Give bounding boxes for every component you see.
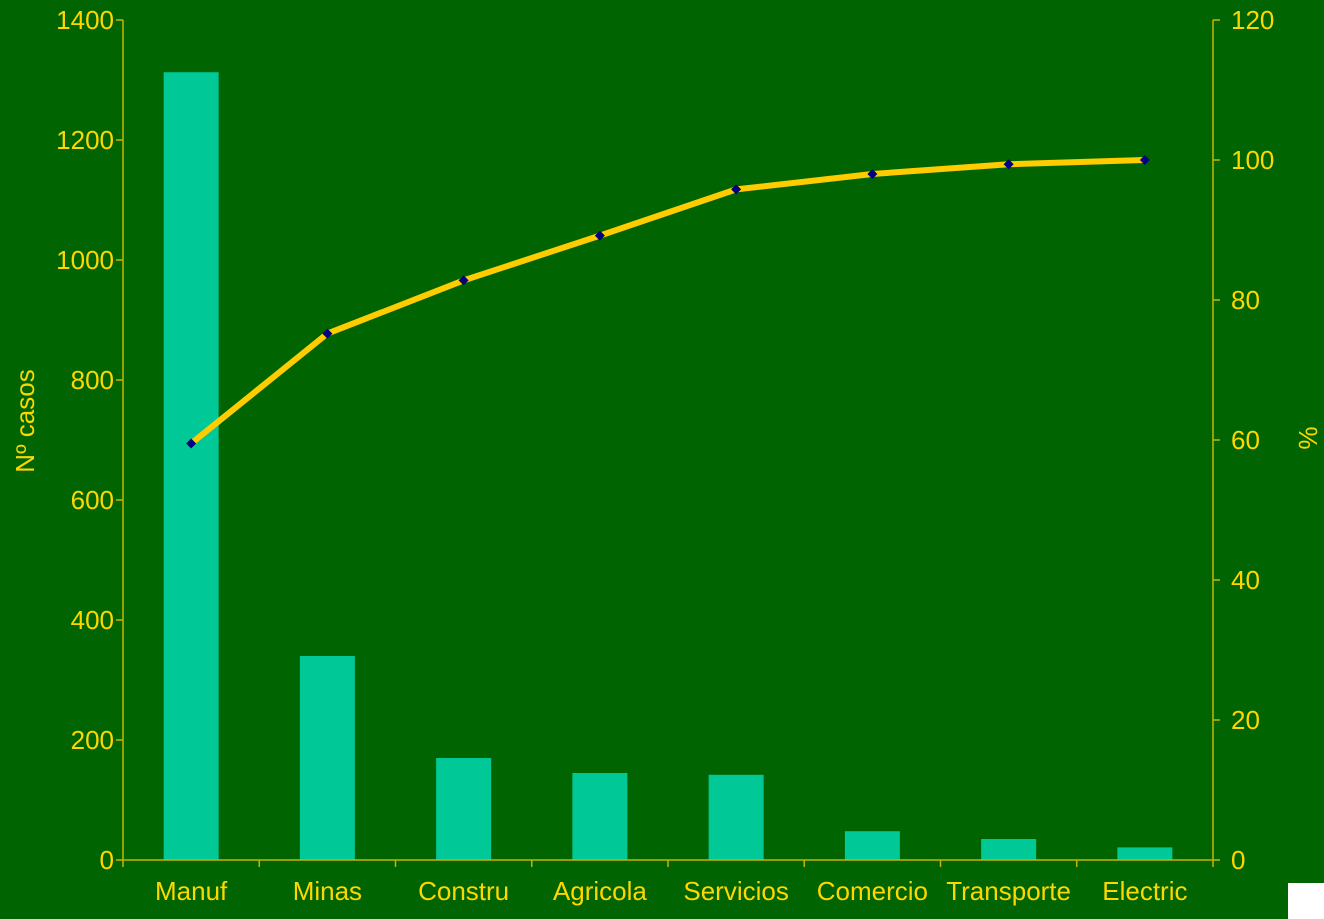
- bar: [299, 656, 355, 860]
- bar: [981, 839, 1037, 860]
- x-tick-label: Manuf: [155, 876, 228, 906]
- y-left-tick-label: 1200: [56, 125, 114, 155]
- line-point: [1003, 159, 1014, 170]
- x-tick-label: Agricola: [553, 876, 647, 906]
- bar: [708, 774, 764, 860]
- bar: [572, 773, 628, 860]
- bar-series: [163, 72, 1173, 860]
- x-tick-label: Comercio: [817, 876, 928, 906]
- line-point: [458, 275, 469, 286]
- y-right-tick-label: 0: [1231, 845, 1245, 875]
- cumulative-line-series: [186, 155, 1150, 449]
- bar: [1117, 847, 1173, 860]
- line-point: [1139, 155, 1150, 165]
- y-left-tick-label: 1000: [56, 245, 114, 275]
- y-left-tick-label: 1400: [56, 5, 114, 35]
- line-point: [731, 184, 742, 195]
- y-right-tick-label: 100: [1231, 145, 1274, 175]
- y-left-tick-label: 800: [71, 365, 114, 395]
- line-point: [322, 328, 333, 339]
- corner-white-box: [1288, 883, 1324, 919]
- axes: 0 200 400 600 800 1000 1200 1400 0 20 40 60 80 100 120…: [56, 5, 1274, 906]
- x-tick-label: Minas: [293, 876, 362, 906]
- cumulative-line: [188, 157, 1148, 447]
- y-left-tick-label: 200: [71, 725, 114, 755]
- x-tick-label: Transporte: [946, 876, 1071, 906]
- x-tick-label: Electric: [1102, 876, 1187, 906]
- line-point: [186, 438, 197, 449]
- bar: [163, 72, 219, 860]
- bar: [436, 758, 492, 860]
- bar: [844, 831, 900, 860]
- y-right-tick-label: 20: [1231, 705, 1260, 735]
- y-right-tick-label: 60: [1231, 425, 1260, 455]
- x-tick-label: Servicios: [683, 876, 788, 906]
- x-tick-label: Constru: [418, 876, 509, 906]
- y-right-tick-label: 80: [1231, 285, 1260, 315]
- y-left-tick-label: 0: [100, 845, 114, 875]
- y-right-axis-title: %: [1293, 426, 1323, 449]
- line-point: [594, 230, 605, 241]
- y-right-tick-label: 40: [1231, 565, 1260, 595]
- y-left-tick-label: 400: [71, 605, 114, 635]
- line-point: [867, 169, 878, 179]
- y-right-tick-label: 120: [1231, 5, 1274, 35]
- y-left-axis-title: Nº casos: [10, 369, 40, 472]
- y-left-tick-label: 600: [71, 485, 114, 515]
